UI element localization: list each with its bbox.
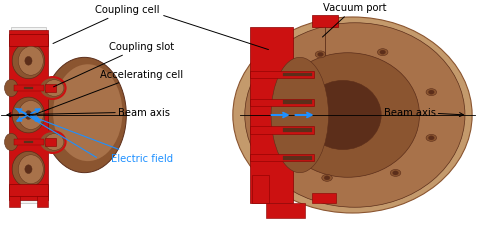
Ellipse shape — [12, 152, 45, 187]
Ellipse shape — [18, 155, 43, 184]
Ellipse shape — [426, 135, 437, 142]
Ellipse shape — [393, 171, 398, 175]
Ellipse shape — [426, 89, 437, 96]
FancyArrowPatch shape — [272, 113, 288, 118]
Ellipse shape — [429, 91, 434, 95]
Ellipse shape — [12, 44, 45, 79]
FancyBboxPatch shape — [11, 28, 46, 203]
FancyBboxPatch shape — [250, 127, 314, 134]
Ellipse shape — [245, 24, 465, 207]
FancyBboxPatch shape — [283, 156, 312, 160]
FancyBboxPatch shape — [312, 16, 338, 28]
FancyArrowPatch shape — [17, 117, 26, 121]
FancyBboxPatch shape — [14, 140, 44, 145]
Ellipse shape — [305, 81, 381, 150]
Ellipse shape — [53, 65, 122, 161]
Ellipse shape — [4, 134, 18, 151]
Ellipse shape — [25, 165, 32, 174]
Ellipse shape — [43, 58, 126, 173]
Ellipse shape — [273, 135, 284, 142]
Ellipse shape — [429, 136, 434, 140]
Ellipse shape — [25, 57, 32, 66]
Ellipse shape — [271, 58, 328, 173]
Ellipse shape — [12, 98, 45, 133]
Ellipse shape — [276, 91, 281, 95]
Ellipse shape — [18, 101, 43, 130]
FancyBboxPatch shape — [250, 99, 314, 106]
Text: Vacuum port: Vacuum port — [323, 3, 386, 38]
FancyBboxPatch shape — [250, 154, 314, 162]
Ellipse shape — [45, 134, 64, 151]
Text: Accelerating cell: Accelerating cell — [36, 70, 183, 115]
FancyBboxPatch shape — [250, 28, 293, 203]
FancyBboxPatch shape — [24, 87, 33, 90]
FancyArrowPatch shape — [31, 110, 40, 114]
Ellipse shape — [276, 54, 420, 177]
FancyBboxPatch shape — [283, 129, 312, 132]
Ellipse shape — [233, 18, 472, 213]
FancyBboxPatch shape — [250, 72, 314, 79]
FancyArrowPatch shape — [31, 117, 40, 121]
Ellipse shape — [390, 170, 401, 177]
Ellipse shape — [276, 136, 281, 140]
FancyBboxPatch shape — [9, 30, 48, 201]
FancyBboxPatch shape — [266, 203, 305, 218]
Ellipse shape — [273, 89, 284, 96]
FancyBboxPatch shape — [283, 73, 312, 77]
FancyBboxPatch shape — [37, 196, 48, 207]
FancyArrowPatch shape — [17, 110, 26, 114]
FancyBboxPatch shape — [24, 141, 33, 144]
Text: Beam axis: Beam axis — [7, 108, 170, 118]
Ellipse shape — [315, 52, 326, 59]
FancyBboxPatch shape — [9, 35, 48, 47]
FancyBboxPatch shape — [45, 85, 56, 93]
Text: Beam axis: Beam axis — [384, 108, 464, 118]
Text: Electric field: Electric field — [32, 116, 173, 163]
FancyArrowPatch shape — [295, 113, 312, 118]
FancyBboxPatch shape — [283, 101, 312, 105]
FancyBboxPatch shape — [45, 138, 56, 146]
FancyBboxPatch shape — [9, 196, 20, 207]
Ellipse shape — [45, 80, 64, 97]
Ellipse shape — [318, 53, 324, 57]
Ellipse shape — [39, 131, 66, 153]
Ellipse shape — [18, 47, 43, 76]
Ellipse shape — [322, 175, 332, 182]
Ellipse shape — [4, 80, 18, 97]
Ellipse shape — [380, 51, 385, 55]
FancyBboxPatch shape — [252, 175, 269, 203]
Ellipse shape — [324, 176, 330, 180]
Text: Coupling cell: Coupling cell — [53, 5, 160, 44]
Ellipse shape — [39, 78, 66, 100]
FancyBboxPatch shape — [9, 184, 48, 196]
Ellipse shape — [377, 49, 388, 56]
Text: Coupling slot: Coupling slot — [53, 42, 174, 88]
FancyBboxPatch shape — [14, 86, 44, 91]
FancyBboxPatch shape — [312, 194, 336, 203]
Ellipse shape — [25, 111, 32, 120]
